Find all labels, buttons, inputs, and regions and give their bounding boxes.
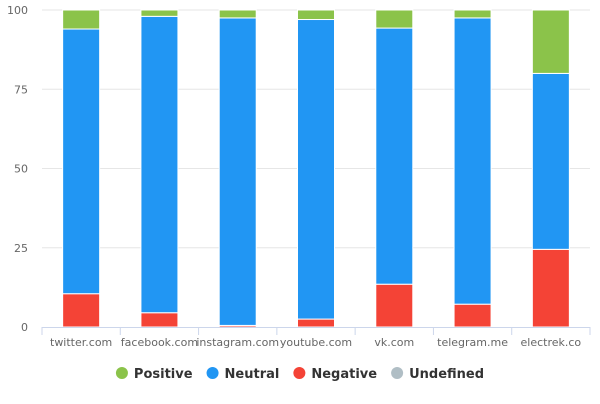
legend-items: Positive Neutral Negative Undefined xyxy=(115,367,484,382)
bar-segment-positive[interactable] xyxy=(453,9,492,19)
bar-segment-negative[interactable] xyxy=(140,312,179,328)
legend-label: Positive xyxy=(134,367,193,382)
bar-segment-neutral[interactable] xyxy=(531,72,570,250)
bar-segment-neutral[interactable] xyxy=(375,27,414,285)
bar-segment-neutral[interactable] xyxy=(218,17,257,326)
legend-marker xyxy=(391,367,404,379)
bar-segment-positive[interactable] xyxy=(531,9,570,74)
x-tick-label: twitter.com xyxy=(50,336,112,349)
x-tick-label: youtube.com xyxy=(280,336,352,349)
x-tick-label: telegram.me xyxy=(437,336,508,349)
x-tick-label: vk.com xyxy=(374,336,414,349)
legend-label: Neutral xyxy=(225,367,280,382)
bar-segment-positive[interactable] xyxy=(140,9,179,17)
y-tick-label: 0 xyxy=(21,321,28,334)
x-axis xyxy=(41,327,591,335)
x-tick-label: electrek.co xyxy=(521,336,582,349)
bar-segment-negative[interactable] xyxy=(297,318,335,328)
bar-segment-neutral[interactable] xyxy=(62,28,101,295)
bars xyxy=(62,9,570,328)
legend-item-negative[interactable]: Negative xyxy=(293,367,377,382)
legend-item-neutral[interactable]: Neutral xyxy=(206,367,280,382)
bar-segment-neutral[interactable] xyxy=(297,19,335,320)
legend-label: Undefined xyxy=(409,367,484,382)
legend-label: Negative xyxy=(311,367,377,382)
bar-segment-negative[interactable] xyxy=(453,303,492,328)
bar-segment-positive[interactable] xyxy=(62,9,101,30)
bar-segment-negative[interactable] xyxy=(531,248,570,328)
y-tick-label: 50 xyxy=(14,163,28,176)
bar-segment-negative[interactable] xyxy=(375,283,414,328)
bar-segment-positive[interactable] xyxy=(375,9,414,29)
bar-segment-positive[interactable] xyxy=(218,9,257,19)
y-tick-label: 75 xyxy=(14,83,28,96)
legend-item-undefined[interactable]: Undefined xyxy=(391,367,484,382)
legend: Positive Neutral Negative Undefined xyxy=(115,367,484,382)
legend-marker xyxy=(293,367,306,379)
x-tick-label: instagram.com xyxy=(196,336,279,349)
bar-segment-negative[interactable] xyxy=(62,293,101,328)
bar-segment-neutral[interactable] xyxy=(140,15,179,314)
y-axis-ticks: 0 25 50 75 100 xyxy=(7,4,28,334)
y-tick-label: 25 xyxy=(14,242,28,255)
legend-item-positive[interactable]: Positive xyxy=(115,367,193,382)
bar-segment-neutral[interactable] xyxy=(453,17,492,305)
bar-segment-positive[interactable] xyxy=(297,9,335,21)
x-tick-label: facebook.com xyxy=(121,336,198,349)
legend-marker xyxy=(115,367,128,379)
y-tick-label: 100 xyxy=(7,4,28,17)
legend-marker xyxy=(206,367,219,379)
